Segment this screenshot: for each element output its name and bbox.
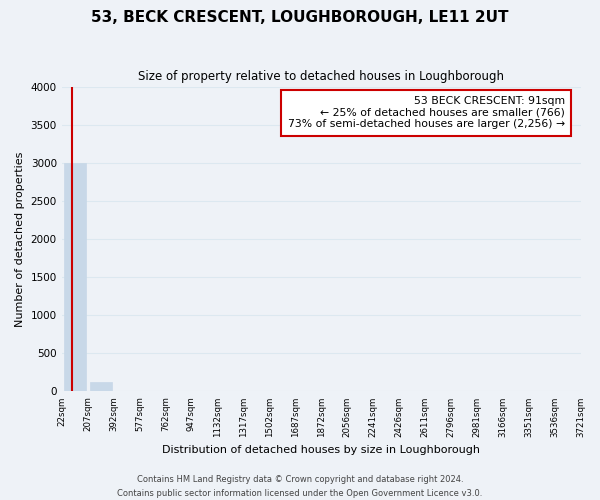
Bar [89, 382, 112, 392]
Title: Size of property relative to detached houses in Loughborough: Size of property relative to detached ho… [138, 70, 504, 83]
Text: Contains HM Land Registry data © Crown copyright and database right 2024.
Contai: Contains HM Land Registry data © Crown c… [118, 476, 482, 498]
X-axis label: Distribution of detached houses by size in Loughborough: Distribution of detached houses by size … [162, 445, 480, 455]
Y-axis label: Number of detached properties: Number of detached properties [15, 152, 25, 327]
Text: 53, BECK CRESCENT, LOUGHBOROUGH, LE11 2UT: 53, BECK CRESCENT, LOUGHBOROUGH, LE11 2U… [91, 10, 509, 25]
Bar [64, 163, 86, 392]
Text: 53 BECK CRESCENT: 91sqm
← 25% of detached houses are smaller (766)
73% of semi-d: 53 BECK CRESCENT: 91sqm ← 25% of detache… [288, 96, 565, 130]
